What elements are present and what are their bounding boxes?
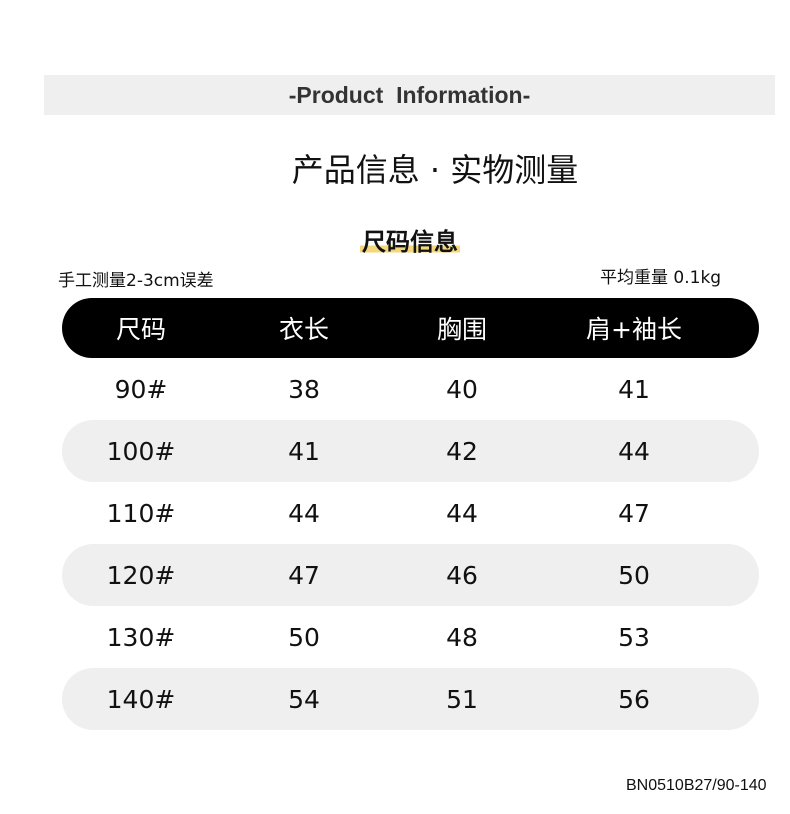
size-table: 尺码 衣长 胸围 肩+袖长 90# 38 40 41 100# 41 42 44 110# 44 4…: [62, 298, 759, 730]
table-cell: 44: [446, 498, 478, 528]
table-cell: 120#: [106, 560, 176, 590]
header-cell: 衣长: [278, 315, 329, 344]
page-title: 产品信息 · 实物测量: [291, 151, 579, 189]
table-cell: 40: [446, 374, 478, 404]
table-cell: 53: [618, 622, 650, 652]
size-info-heading: 尺码信息: [0, 222, 790, 257]
table-row: 110# 44 44 47: [62, 482, 759, 544]
table-cell: 54: [288, 684, 320, 714]
table-cell: 100#: [106, 436, 176, 466]
table-row: 120# 47 46 50: [62, 544, 759, 606]
size-info-label: 尺码信息: [360, 228, 460, 256]
table-cell: 56: [618, 684, 650, 714]
table-cell: 51: [446, 684, 478, 714]
average-weight-note: 平均重量 0.1kg: [600, 268, 722, 288]
table-cell: 47: [288, 560, 320, 590]
section-banner: -Product Information-: [44, 75, 775, 115]
header-cell: 肩+袖长: [586, 315, 682, 344]
table-cell: 38: [288, 374, 320, 404]
table-cell: 41: [618, 374, 650, 404]
header-cell: 尺码: [115, 315, 166, 344]
product-code: BN0510B27/90-140: [626, 777, 767, 794]
table-cell: 130#: [106, 622, 176, 652]
header-cell: 胸围: [436, 315, 487, 344]
table-row: 90# 38 40 41: [62, 358, 759, 420]
table-cell: 41: [288, 436, 320, 466]
table-row: 100# 41 42 44: [62, 420, 759, 482]
table-cell: 110#: [106, 498, 176, 528]
table-cell: 90#: [114, 374, 168, 404]
table-cell: 44: [288, 498, 320, 528]
table-cell: 44: [618, 436, 650, 466]
table-header: 尺码 衣长 胸围 肩+袖长: [62, 298, 759, 358]
table-cell: 140#: [106, 684, 176, 714]
table-cell: 42: [446, 436, 478, 466]
measurement-error-note: 手工测量2-3cm误差: [58, 271, 214, 291]
table-row: 130# 50 48 53: [62, 606, 759, 668]
table-cell: 46: [446, 560, 478, 590]
table-cell: 50: [618, 560, 650, 590]
table-cell: 48: [446, 622, 478, 652]
table-row: 140# 54 51 56: [62, 668, 759, 730]
table-cell: 50: [288, 622, 320, 652]
table-cell: 47: [618, 498, 650, 528]
